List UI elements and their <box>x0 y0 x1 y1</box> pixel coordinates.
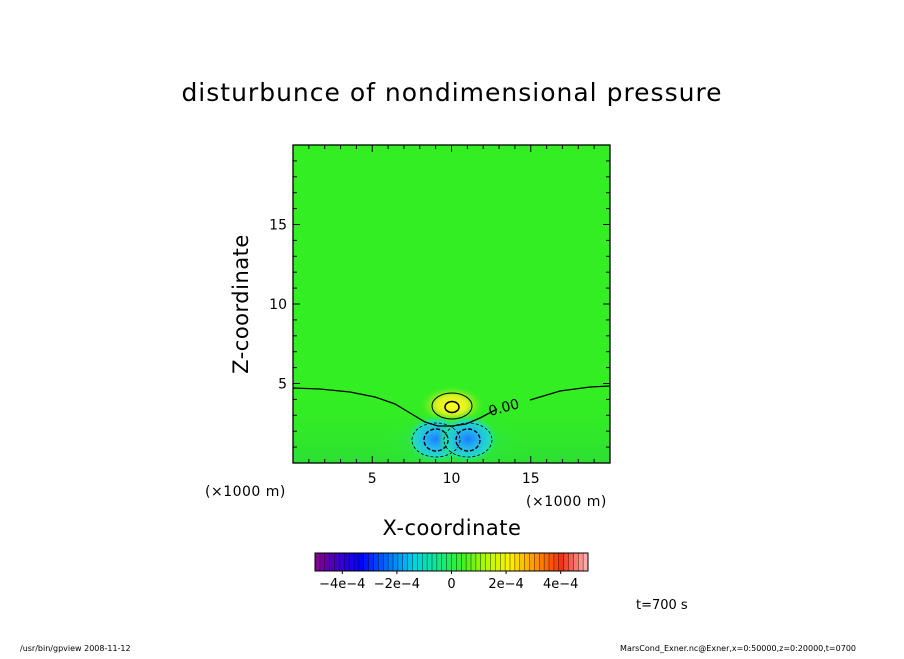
colorbar-cell <box>315 553 321 571</box>
colorbar: −4e−4 −2e−4 0 2e−4 4e−4 <box>314 552 589 592</box>
colorbar-cell <box>510 553 516 571</box>
x-unit-right: (×1000 m) <box>526 494 607 510</box>
colorbar-cell <box>514 553 521 571</box>
colorbar-cell <box>427 553 433 571</box>
colorbar-cell <box>354 553 360 571</box>
footer-right: MarsCond_Exner.nc@Exner,x=0:50000,z=0:20… <box>620 644 856 653</box>
negative-contour-outer-left <box>411 422 461 458</box>
colorbar-cell <box>568 553 574 571</box>
negative-contour-outer-right <box>443 422 493 458</box>
time-annotation: t=700 s <box>636 598 688 613</box>
colorbar-cell <box>558 553 564 571</box>
colorbar-cell <box>583 553 589 571</box>
plot-area: 0.00 <box>293 145 610 463</box>
colorbar-cell <box>373 553 379 571</box>
x-unit-left: (×1000 m) <box>205 484 286 500</box>
colorbar-cell <box>534 553 540 571</box>
positive-anomaly-fill <box>418 385 486 425</box>
positive-contour-outer <box>431 392 473 420</box>
colorbar-cell <box>480 553 486 571</box>
y-axis-label: Z-coordinate <box>229 234 253 374</box>
colorbar-tick-label: −2e−4 <box>374 577 420 592</box>
colorbar-cell <box>553 553 560 571</box>
colorbar-cell <box>432 553 438 571</box>
colorbar-cell <box>519 553 525 571</box>
colorbar-cell <box>412 553 418 571</box>
x-tick-label: 15 <box>522 471 540 487</box>
x-tick-label: 10 <box>443 471 461 487</box>
colorbar-cell <box>368 553 374 571</box>
colorbar-cell <box>383 553 389 571</box>
colorbar-tick-label: 4e−4 <box>543 577 578 592</box>
colorbar-cell <box>378 553 384 571</box>
negative-contour-inner-left <box>423 428 449 452</box>
colorbar-cell <box>471 553 477 571</box>
z-tick-label: 10 <box>269 297 287 313</box>
colorbar-cell <box>500 553 506 571</box>
colorbar-cell <box>402 553 408 571</box>
footer-left: /usr/bin/gpview 2008-11-12 <box>20 644 131 653</box>
colorbar-cell <box>436 553 443 571</box>
colorbar-cell <box>475 553 482 571</box>
colorbar-cell <box>324 553 330 571</box>
x-tick-label: 5 <box>368 471 377 487</box>
colorbar-cell <box>417 553 423 571</box>
colorbar-cell <box>446 553 452 571</box>
colorbar-cells <box>314 553 589 571</box>
colorbar-cell <box>339 553 345 571</box>
colorbar-cell <box>422 553 428 571</box>
negative-contour-inner-right <box>455 428 481 452</box>
chart-title: disturbunce of nondimensional pressure <box>181 78 722 107</box>
colorbar-cell <box>563 553 569 571</box>
z-tick-label: 5 <box>278 377 287 393</box>
colorbar-cell <box>344 553 350 571</box>
colorbar-cell <box>397 553 404 571</box>
colorbar-cell <box>573 553 579 571</box>
x-axis-label: X-coordinate <box>383 516 522 540</box>
colorbar-cell <box>329 553 335 571</box>
colorbar-cell <box>539 553 545 571</box>
colorbar-cell <box>524 553 530 571</box>
colorbar-cell <box>388 553 394 571</box>
z-axis-ticks: 5 10 15 <box>269 160 610 448</box>
colorbar-cell <box>461 553 467 571</box>
colorbar-cell <box>549 553 555 571</box>
colorbar-cell <box>393 553 399 571</box>
negative-anomaly-right-fill <box>438 415 498 463</box>
colorbar-tick-label: −4e−4 <box>319 577 365 592</box>
colorbar-cell <box>578 553 584 571</box>
colorbar-cell <box>490 553 496 571</box>
contour-label-zero: 0.00 <box>487 396 521 420</box>
colorbar-cell <box>505 553 511 571</box>
colorbar-ticks: −4e−4 −2e−4 0 2e−4 4e−4 <box>319 571 578 592</box>
z-tick-label: 15 <box>269 218 287 234</box>
colorbar-cell <box>495 553 501 571</box>
colorbar-cell <box>529 553 535 571</box>
colorbar-cell <box>456 553 462 571</box>
colorbar-cell <box>407 553 413 571</box>
colorbar-cell <box>466 553 472 571</box>
colorbar-cell <box>441 553 447 571</box>
positive-contour-inner <box>444 400 460 414</box>
colorbar-tick-label: 2e−4 <box>488 577 523 592</box>
colorbar-cell <box>485 553 491 571</box>
colorbar-cell <box>319 553 326 571</box>
colorbar-tick-label: 0 <box>447 577 455 592</box>
colorbar-cell <box>334 553 340 571</box>
colorbar-cell <box>363 553 369 571</box>
colorbar-cell <box>544 553 550 571</box>
colorbar-cell <box>451 553 457 571</box>
x-axis-ticks: 5 10 15 <box>308 145 595 487</box>
colorbar-cell <box>358 553 365 571</box>
colorbar-cell <box>349 553 355 571</box>
